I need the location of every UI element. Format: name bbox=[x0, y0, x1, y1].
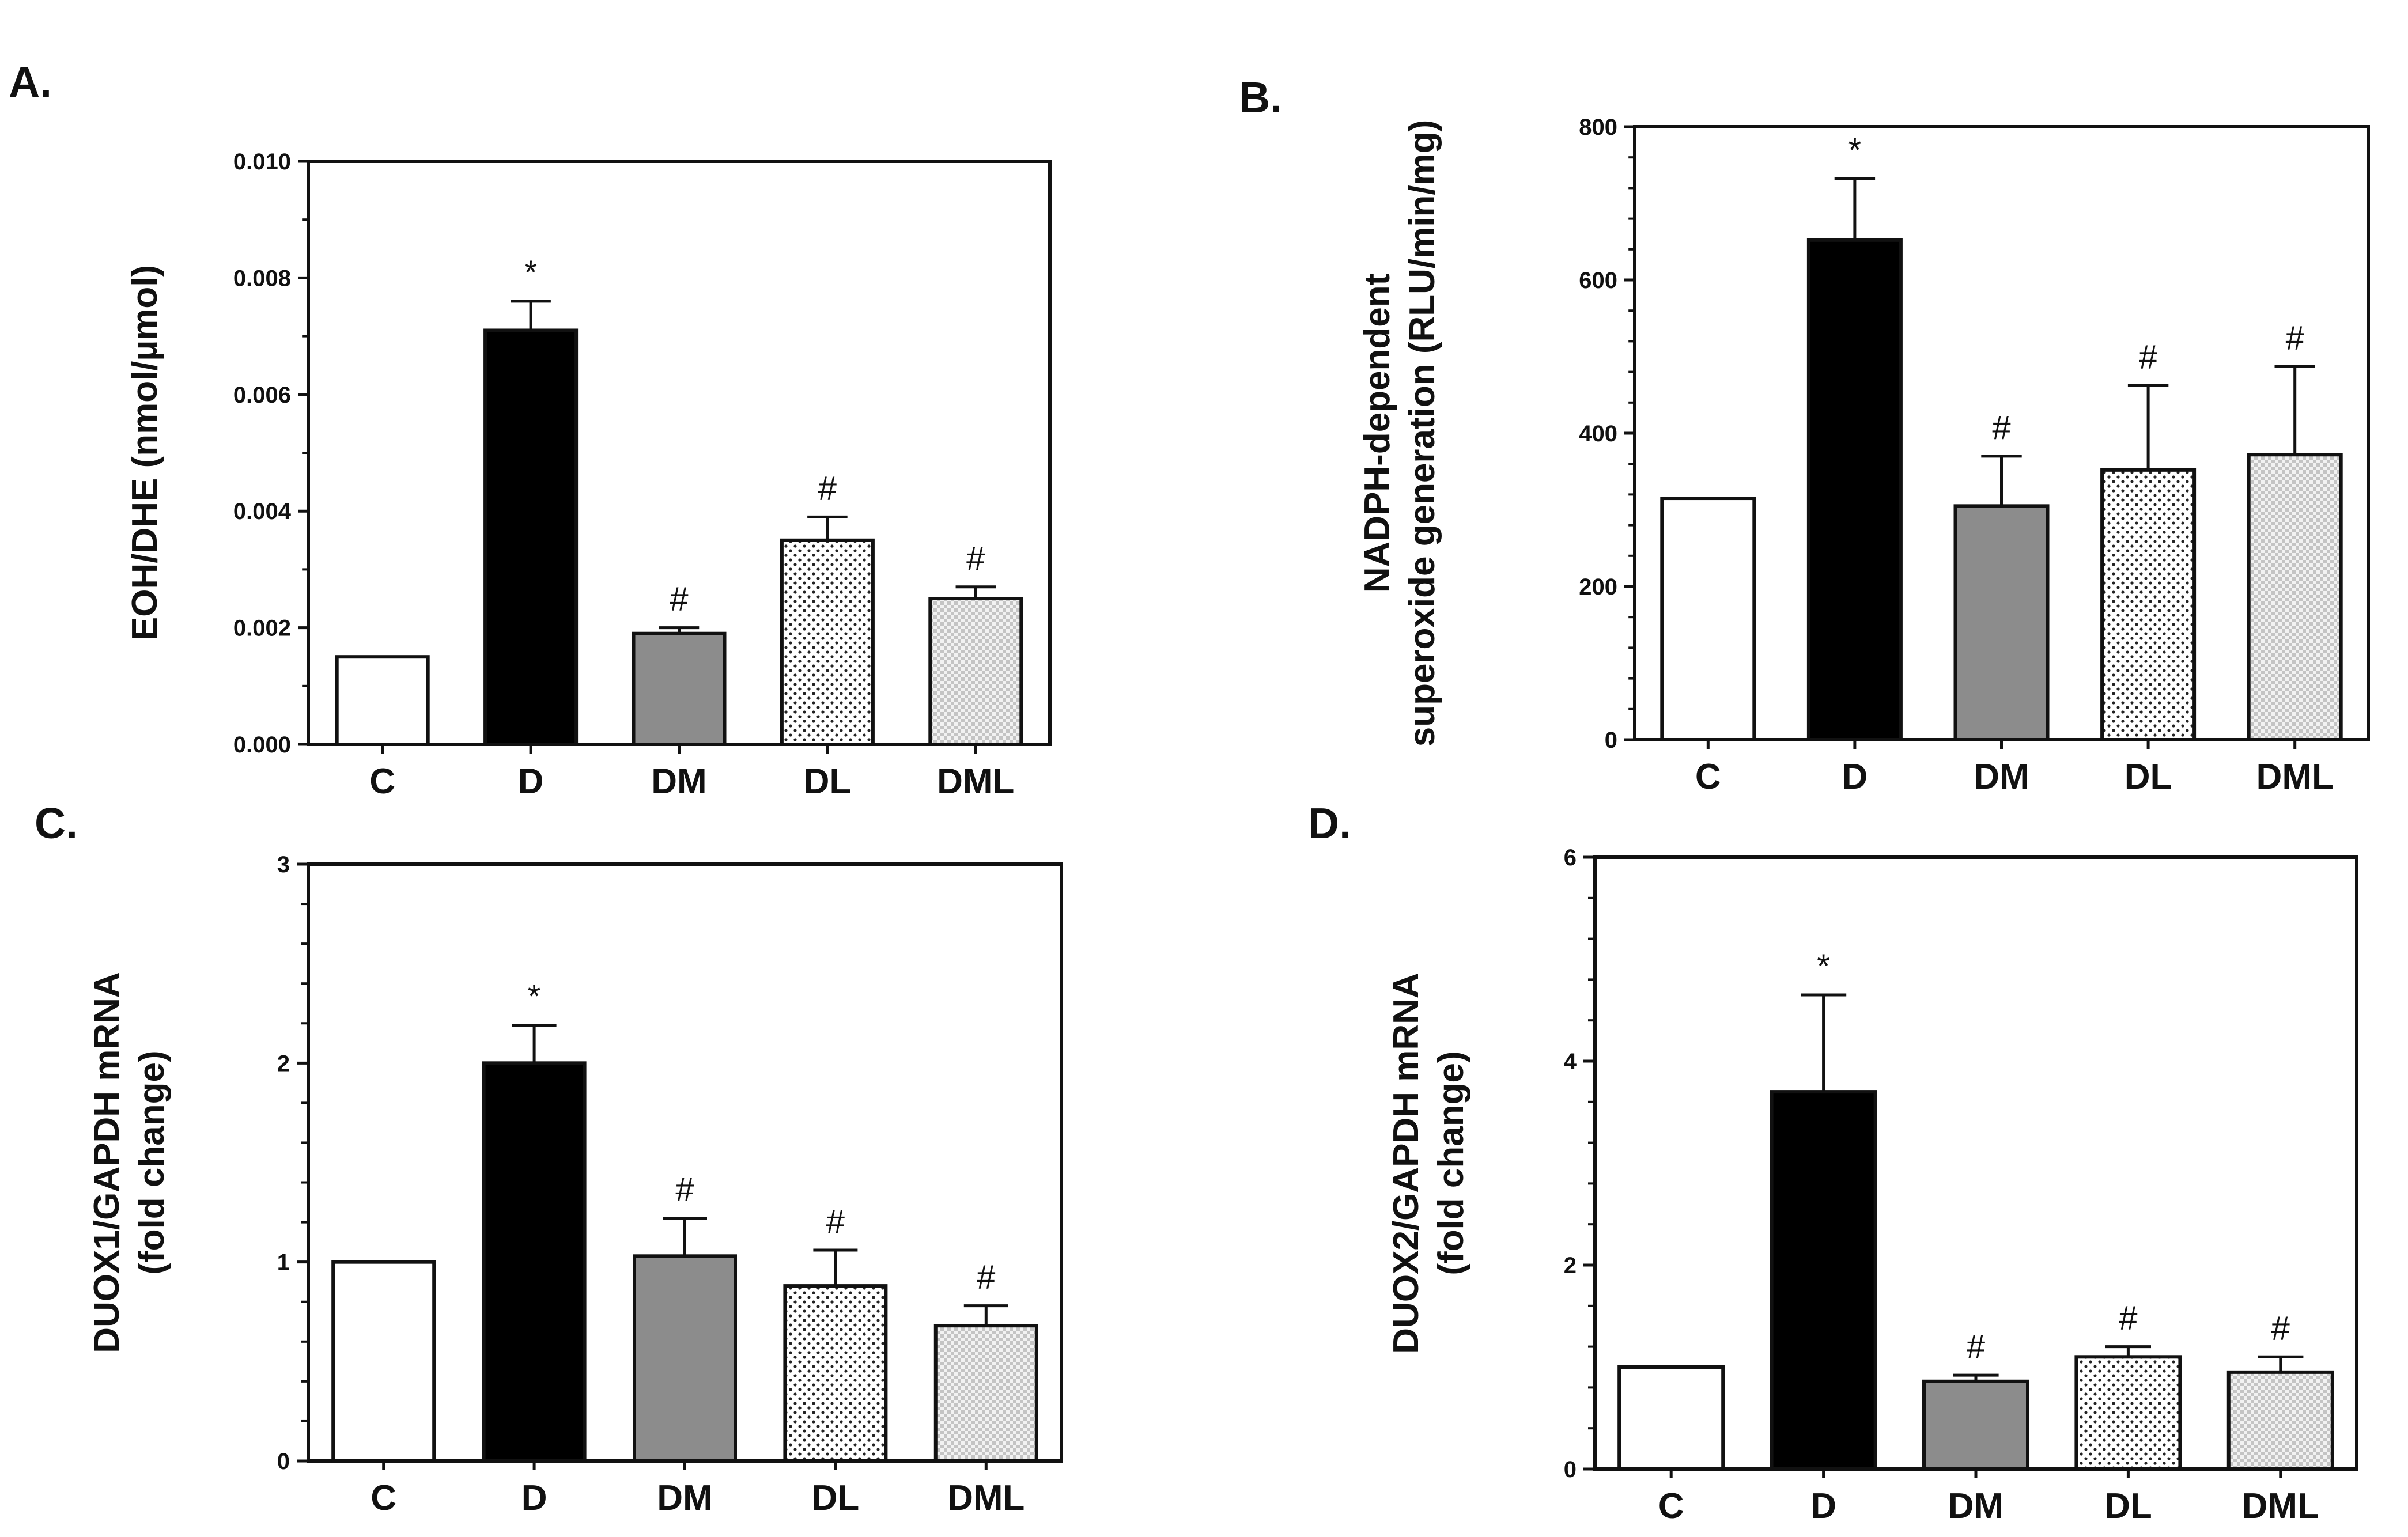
panel-b-label: B. bbox=[1239, 73, 1282, 122]
y-axis-label: (fold change) bbox=[132, 1050, 172, 1274]
bar-d bbox=[482, 1061, 587, 1463]
x-tick-label: D bbox=[1842, 757, 1868, 797]
bar-dl bbox=[2100, 468, 2197, 742]
y-tick-label: 1 bbox=[277, 1250, 290, 1275]
y-tick-label: 600 bbox=[1579, 268, 1617, 293]
bar-c bbox=[1617, 1365, 1725, 1471]
y-tick-label: 4 bbox=[1564, 1049, 1577, 1074]
bar-dml bbox=[2226, 1370, 2334, 1471]
significance-hash: # bbox=[1967, 1328, 1985, 1365]
y-axis-label: EOH/DHE (nmol/µmol) bbox=[125, 265, 165, 641]
significance-hash: # bbox=[977, 1259, 995, 1296]
bar-dl bbox=[783, 1284, 888, 1463]
x-tick-label: DML bbox=[937, 762, 1014, 801]
bar-dl bbox=[2074, 1355, 2182, 1471]
panel-a-label: A. bbox=[9, 58, 52, 106]
bar-d bbox=[483, 328, 579, 746]
x-tick-label: DM bbox=[657, 1478, 712, 1518]
bar-c bbox=[335, 655, 430, 746]
y-axis-label: DUOX1/GAPDH mRNA bbox=[87, 972, 127, 1353]
significance-hash: # bbox=[826, 1203, 845, 1240]
significance-star: * bbox=[1848, 131, 1862, 169]
significance-star: * bbox=[524, 254, 538, 292]
significance-hash: # bbox=[2139, 339, 2157, 376]
panel-b: B. 0 200 400 600 800 NADPH-dependent superoxid… bbox=[1239, 73, 2370, 797]
significance-hash: # bbox=[670, 581, 688, 618]
significance-hash: # bbox=[966, 540, 985, 577]
significance-hash: # bbox=[818, 470, 837, 507]
panel-a-plot: 0.000 0.002 0.004 0.006 0.008 0.010 EOH/DHE (n… bbox=[125, 149, 1052, 801]
y-axis-label: NADPH-dependent bbox=[1358, 274, 1397, 593]
bar-dml bbox=[933, 1324, 1038, 1463]
x-tick-label: D bbox=[521, 1478, 547, 1518]
panel-d-label: D. bbox=[1308, 799, 1351, 847]
bar-c bbox=[331, 1260, 436, 1463]
significance-hash: # bbox=[2286, 319, 2304, 357]
significance-star: * bbox=[528, 978, 541, 1016]
bar-dml bbox=[2247, 453, 2343, 741]
x-tick-label: DL bbox=[804, 762, 852, 801]
x-tick-label: DL bbox=[2125, 757, 2172, 797]
y-tick-label: 0.006 bbox=[233, 383, 291, 408]
y-tick-label: 0 bbox=[1605, 728, 1617, 753]
y-tick-label: 400 bbox=[1579, 421, 1617, 446]
panel-d-plot: 0 2 4 6 DUOX2/GAPDH mRNA (fold change) C * D # DM #… bbox=[1386, 845, 2358, 1526]
y-tick-label: 2 bbox=[277, 1051, 290, 1076]
bar-dml bbox=[928, 597, 1023, 746]
y-tick-label: 0.010 bbox=[233, 149, 291, 175]
x-tick-label: DML bbox=[2242, 1486, 2319, 1526]
bar-dm bbox=[1922, 1379, 2029, 1471]
y-axis-label: (fold change) bbox=[1431, 1051, 1471, 1275]
x-tick-label: C bbox=[1695, 757, 1721, 797]
y-tick-label: 200 bbox=[1579, 574, 1617, 600]
x-tick-label: DM bbox=[1948, 1486, 2003, 1526]
bar-dm bbox=[1953, 504, 2050, 741]
y-tick-label: 2 bbox=[1564, 1253, 1577, 1278]
x-tick-label: C bbox=[1658, 1486, 1684, 1526]
panel-a: A. 0.000 0.002 0.004 0.006 0.008 0.010 EOH/DHE… bbox=[9, 58, 1052, 801]
panel-b-plot: 0 200 400 600 800 NADPH-dependent superoxide g… bbox=[1358, 115, 2370, 797]
y-axis-label: superoxide generation (RLU/min/mg) bbox=[1403, 120, 1442, 747]
x-tick-label: C bbox=[371, 1478, 396, 1518]
x-tick-label: DML bbox=[947, 1478, 1025, 1518]
x-tick-label: DL bbox=[2104, 1486, 2152, 1526]
panel-d: D. 0 2 4 6 DUOX2/GAPDH mRNA (fold change) C * D #… bbox=[1308, 799, 2358, 1526]
bar-c bbox=[1660, 497, 1756, 741]
bar-d bbox=[1806, 238, 1903, 741]
y-tick-label: 3 bbox=[277, 852, 290, 877]
significance-hash: # bbox=[675, 1171, 694, 1209]
x-tick-label: D bbox=[1810, 1486, 1836, 1526]
bar-dm bbox=[632, 631, 727, 746]
y-tick-label: 0.002 bbox=[233, 616, 291, 641]
significance-star: * bbox=[1817, 948, 1830, 985]
y-tick-label: 0.008 bbox=[233, 266, 291, 291]
significance-hash: # bbox=[2271, 1309, 2290, 1347]
y-tick-label: 0.004 bbox=[233, 499, 292, 524]
panel-c: C. 0 1 2 3 DUOX1/GAPDH mRNA (fold change) C * D #… bbox=[35, 799, 1063, 1518]
y-tick-label: 800 bbox=[1579, 115, 1617, 140]
y-tick-label: 0 bbox=[277, 1449, 290, 1474]
significance-hash: # bbox=[2119, 1300, 2137, 1337]
panel-c-plot: 0 1 2 3 DUOX1/GAPDH mRNA (fold change) C * D # DM #… bbox=[87, 852, 1063, 1518]
bar-dl bbox=[780, 538, 875, 746]
x-tick-label: DML bbox=[2256, 757, 2334, 797]
x-tick-label: C bbox=[369, 762, 395, 801]
x-tick-label: DM bbox=[1974, 757, 2029, 797]
x-tick-label: DM bbox=[651, 762, 706, 801]
y-tick-label: 6 bbox=[1564, 845, 1577, 870]
x-tick-label: DL bbox=[812, 1478, 860, 1518]
y-axis-label: DUOX2/GAPDH mRNA bbox=[1386, 972, 1426, 1353]
panel-c-label: C. bbox=[35, 799, 78, 847]
y-tick-label: 0 bbox=[1564, 1457, 1577, 1482]
bar-dm bbox=[633, 1254, 737, 1463]
significance-hash: # bbox=[1992, 409, 2010, 446]
y-tick-label: 0.000 bbox=[233, 732, 291, 758]
bar-d bbox=[1770, 1090, 1877, 1471]
x-tick-label: D bbox=[518, 762, 544, 801]
